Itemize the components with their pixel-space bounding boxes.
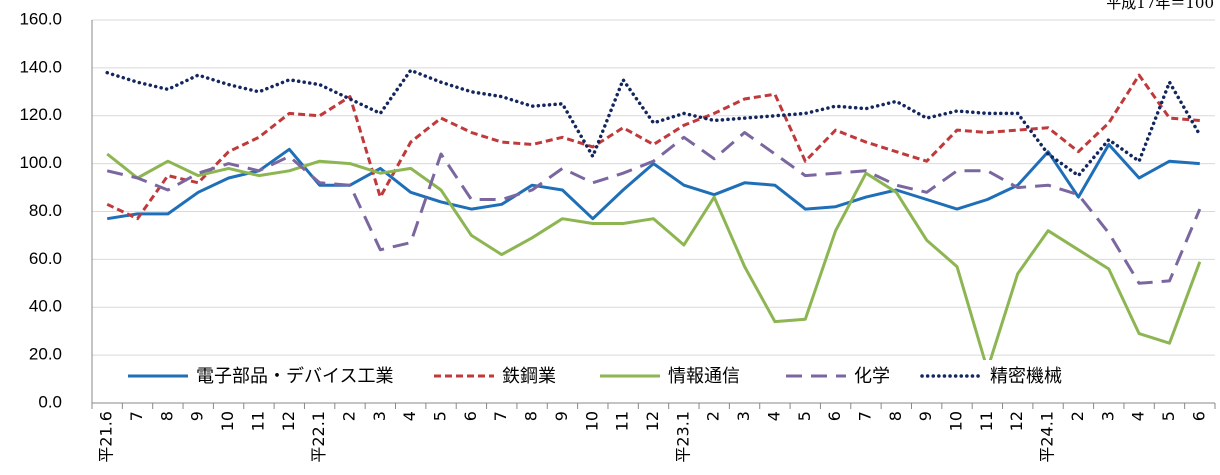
legend-box	[120, 360, 1010, 392]
legend-label: 精密機械	[990, 366, 1062, 387]
x-tick-label: 平21.6	[97, 411, 116, 463]
x-tick-label: 7	[491, 411, 510, 421]
y-tick-label: 100.0	[19, 153, 62, 172]
x-tick-label: 5	[431, 411, 450, 421]
legend: 電子部品・デバイス工業 鉄鋼業 情報通信 化学 精密機械	[120, 360, 1062, 392]
x-tick-label: 6	[461, 411, 480, 421]
legend-label: 情報通信	[668, 366, 740, 387]
x-tick-label: 3	[1098, 411, 1117, 421]
x-tick-label: 5	[1159, 411, 1178, 421]
y-tick-label: 160.0	[19, 9, 62, 28]
x-tick-label: 8	[522, 411, 541, 421]
series-line	[106, 73, 1200, 221]
x-tick-label: 4	[400, 411, 419, 421]
x-tick-label: 6	[825, 411, 844, 421]
y-tick-label: 80.0	[29, 201, 62, 220]
y-tick-label: 20.0	[29, 345, 62, 364]
x-tick-label: 12	[1007, 411, 1026, 431]
series-line	[106, 152, 1202, 371]
x-tick-label: 10	[947, 411, 966, 431]
x-tick-label: 平24.1	[1038, 411, 1057, 463]
x-tick-label: 12	[279, 411, 298, 431]
x-tick-label: 8	[886, 411, 905, 421]
x-tick-label: 8	[157, 411, 176, 421]
x-tick-label: 12	[643, 411, 662, 431]
legend-label: 電子部品・デバイス工業	[196, 366, 393, 387]
annotation: 平成17年＝100	[1106, 0, 1214, 12]
x-tick-label: 11	[977, 411, 996, 431]
x-tick-label: 3	[734, 411, 753, 421]
x-tick-label: 平23.1	[673, 411, 692, 463]
x-tick-label: 平22.1	[309, 411, 328, 463]
x-tick-label: 9	[552, 411, 571, 421]
x-tick-label: 9	[916, 411, 935, 421]
series-line	[105, 68, 1202, 178]
x-tick-label: 2	[339, 411, 358, 421]
x-tick-label: 2	[704, 411, 723, 421]
x-tick-label: 5	[795, 411, 814, 421]
x-tick-label: 2	[1068, 411, 1087, 421]
x-tick-label: 7	[127, 411, 146, 421]
x-tick-label: 7	[855, 411, 874, 421]
y-tick-label: 120.0	[19, 105, 62, 124]
x-tick-label: 11	[248, 411, 267, 431]
x-tick-label: 10	[218, 411, 237, 431]
x-tick-label: 4	[764, 411, 783, 421]
x-tick-label: 3	[370, 411, 389, 421]
y-tick-label: 140.0	[19, 57, 62, 76]
x-tick-label: 11	[613, 411, 632, 431]
legend-label: 鉄鋼業	[502, 366, 556, 387]
x-tick-label: 9	[188, 411, 207, 421]
y-tick-label: 0.0	[38, 392, 62, 411]
series-line	[106, 143, 1200, 221]
legend-label: 化学	[854, 366, 890, 387]
y-tick-label: 40.0	[29, 297, 62, 316]
x-tick-label: 4	[1129, 411, 1148, 421]
y-tick-label: 60.0	[29, 249, 62, 268]
x-tick-label: 10	[582, 411, 601, 431]
x-tick-label: 6	[1189, 411, 1208, 421]
series-line	[106, 131, 1202, 285]
